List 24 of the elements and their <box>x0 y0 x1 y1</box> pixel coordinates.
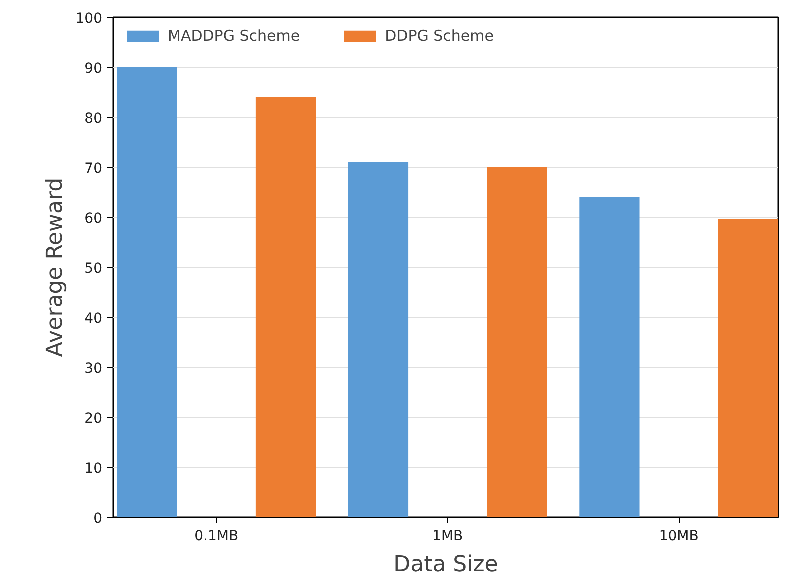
y-tick-label: 70 <box>84 161 103 177</box>
bar <box>256 98 316 518</box>
x-tick-label: 10MB <box>659 528 699 544</box>
bar <box>348 162 409 518</box>
x-tick-label: 1MB <box>432 528 464 544</box>
y-tick-label: 10 <box>84 461 103 477</box>
y-tick-label: 60 <box>84 211 103 227</box>
bar <box>718 220 778 518</box>
y-tick-label: 30 <box>84 361 103 377</box>
bar <box>117 68 178 518</box>
x-axis-title: Data Size <box>394 552 498 578</box>
y-tick-label: 90 <box>84 61 103 77</box>
y-tick-label: 100 <box>76 11 103 27</box>
legend-label: MADDPG Scheme <box>168 27 300 45</box>
y-tick-label: 50 <box>84 261 103 277</box>
y-tick-label: 20 <box>84 411 103 427</box>
y-axis-title: Average Reward <box>42 178 68 358</box>
y-tick-label: 40 <box>84 311 103 327</box>
y-tick-label: 80 <box>84 111 103 127</box>
y-tick-label: 0 <box>94 511 103 527</box>
bar <box>580 198 640 518</box>
x-tick-label: 0.1MB <box>194 528 239 544</box>
bar <box>487 168 548 518</box>
legend-label: DDPG Scheme <box>385 27 494 45</box>
